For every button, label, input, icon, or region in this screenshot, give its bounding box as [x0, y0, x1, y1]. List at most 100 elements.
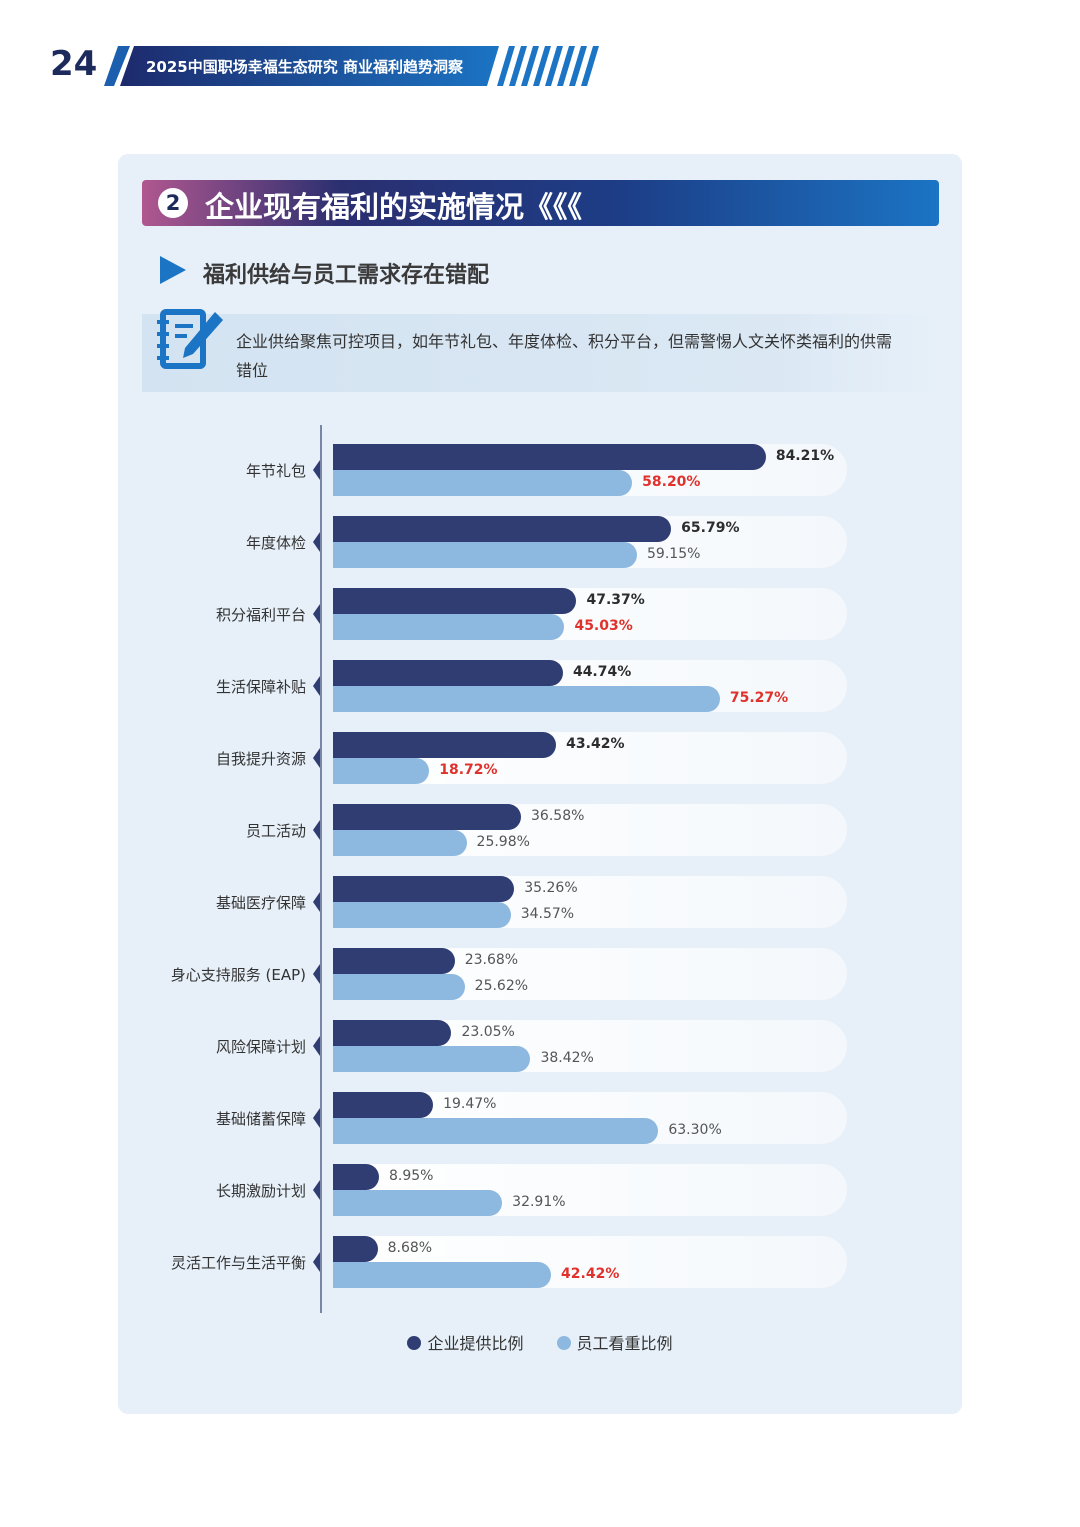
category-marker-icon [313, 532, 320, 552]
bar-enterprise [333, 588, 577, 614]
bar-employee [333, 902, 511, 928]
bar-enterprise [333, 1164, 379, 1190]
bar-enterprise [333, 876, 515, 902]
category-label: 年度体检 [245, 534, 306, 552]
category-marker-icon [313, 892, 320, 912]
legend-item-enterprise: 企业提供比例 [407, 1334, 523, 1353]
data-label: 63.30% [668, 1122, 722, 1138]
note-text: 企业供给聚焦可控项目，如年节礼包、年度体检、积分平台，但需警惕人文关怀类福利的供… [236, 332, 893, 380]
category-marker-icon [313, 964, 320, 984]
category-marker-icon [313, 1252, 320, 1272]
bar-employee [333, 830, 467, 856]
data-label: 8.68% [387, 1240, 433, 1256]
category-marker-icon [313, 1036, 320, 1056]
header-banner [104, 46, 599, 86]
category-marker-icon [313, 460, 320, 480]
category-marker-icon [313, 1180, 320, 1200]
data-label: 18.72% [439, 762, 498, 778]
chart-row: 基础储蓄保障 19.47% 63.30% [0, 1092, 1080, 1144]
data-label: 36.58% [531, 808, 585, 824]
chart-row: 年度体检 65.79% 59.15% [0, 516, 1080, 568]
chart-legend: 企业提供比例 员工看重比例 [0, 1330, 1080, 1354]
header-title: 2025中国职场幸福生态研究 商业福利趋势洞察 [146, 58, 463, 76]
category-marker-icon [313, 820, 320, 840]
notebook-pen-icon [157, 309, 223, 369]
data-label: 25.98% [476, 834, 530, 850]
bar-employee [333, 686, 720, 712]
category-label: 基础医疗保障 [215, 894, 306, 912]
chart-axis [320, 425, 322, 1313]
play-triangle-icon [160, 256, 186, 284]
bar-enterprise [333, 444, 766, 470]
chart-row: 年节礼包 84.21% 58.20% [0, 444, 1080, 496]
note-box [142, 314, 939, 392]
category-label: 长期激励计划 [215, 1182, 306, 1200]
data-label: 75.27% [729, 690, 789, 706]
bar-employee [333, 1118, 659, 1144]
data-label: 35.26% [524, 880, 578, 896]
data-label: 8.95% [389, 1168, 434, 1184]
bar-enterprise [333, 1092, 434, 1118]
chart-row: 生活保障补贴 44.74% 75.27% [0, 660, 1080, 712]
category-label: 基础储蓄保障 [215, 1110, 306, 1128]
bar-employee [333, 470, 633, 496]
section-banner [142, 180, 939, 226]
bar-enterprise [333, 948, 455, 974]
data-label: 59.15% [647, 546, 701, 562]
legend-dot-enterprise [407, 1336, 422, 1350]
data-label: 19.47% [443, 1096, 497, 1112]
data-label: 25.62% [474, 978, 529, 994]
data-label: 58.20% [642, 474, 701, 490]
bar-enterprise [333, 804, 522, 830]
legend-dot-employee [556, 1336, 571, 1350]
page-number: 24 [50, 44, 98, 84]
category-label: 身心支持服务 (EAP) [170, 966, 306, 984]
bar-employee [333, 1262, 552, 1288]
data-label: 23.05% [461, 1024, 515, 1040]
bar-employee [333, 614, 565, 640]
legend-label: 员工看重比例 [576, 1334, 673, 1353]
category-label: 年节礼包 [245, 462, 306, 480]
bar-employee [333, 1190, 503, 1216]
chart-row: 基础医疗保障 35.26% 34.57% [0, 876, 1080, 928]
bar-enterprise [333, 660, 563, 686]
category-label: 灵活工作与生活平衡 [170, 1254, 306, 1272]
category-marker-icon [313, 604, 320, 624]
data-label: 44.74% [572, 664, 632, 680]
subsection-title: 福利供给与员工需求存在错配 [203, 263, 490, 288]
category-marker-icon [313, 1108, 320, 1128]
data-label: 34.57% [520, 906, 575, 922]
category-label: 风险保障计划 [215, 1038, 306, 1056]
chart-row: 风险保障计划 23.05% 38.42% [0, 1020, 1080, 1072]
category-marker-icon [313, 748, 320, 768]
section-title: 企业现有福利的实施情况《《《 [205, 190, 583, 224]
bar-enterprise [333, 732, 557, 758]
chart-row: 员工活动 36.58% 25.98% [0, 804, 1080, 856]
data-label: 45.03% [574, 618, 633, 634]
chart-row: 积分福利平台 47.37% 45.03% [0, 588, 1080, 640]
chart-row: 长期激励计划 8.95% 32.91% [0, 1164, 1080, 1216]
data-label: 23.68% [464, 952, 519, 968]
chart-row: 自我提升资源 43.42% 18.72% [0, 732, 1080, 784]
chart-row: 灵活工作与生活平衡 8.68% 42.42% [0, 1236, 1080, 1288]
section-number: 2 [158, 188, 188, 218]
legend-item-employee: 员工看重比例 [556, 1334, 673, 1353]
category-label: 员工活动 [245, 822, 306, 840]
bar-enterprise [333, 1020, 452, 1046]
bar-employee [333, 974, 465, 1000]
bar-enterprise [333, 1236, 378, 1262]
data-label: 84.21% [775, 448, 835, 464]
category-label: 积分福利平台 [215, 606, 306, 624]
bar-employee [333, 1046, 531, 1072]
data-label: 32.91% [512, 1194, 566, 1210]
data-label: 47.37% [586, 592, 645, 608]
data-label: 38.42% [540, 1050, 594, 1066]
bar-enterprise [333, 516, 672, 542]
category-marker-icon [313, 676, 320, 696]
chart-row: 身心支持服务 (EAP) 23.68% 25.62% [0, 948, 1080, 1000]
data-label: 42.42% [561, 1266, 620, 1282]
category-label: 自我提升资源 [215, 750, 306, 768]
data-label: 43.42% [566, 736, 625, 752]
category-label: 生活保障补贴 [215, 678, 306, 696]
legend-label: 企业提供比例 [427, 1334, 524, 1353]
